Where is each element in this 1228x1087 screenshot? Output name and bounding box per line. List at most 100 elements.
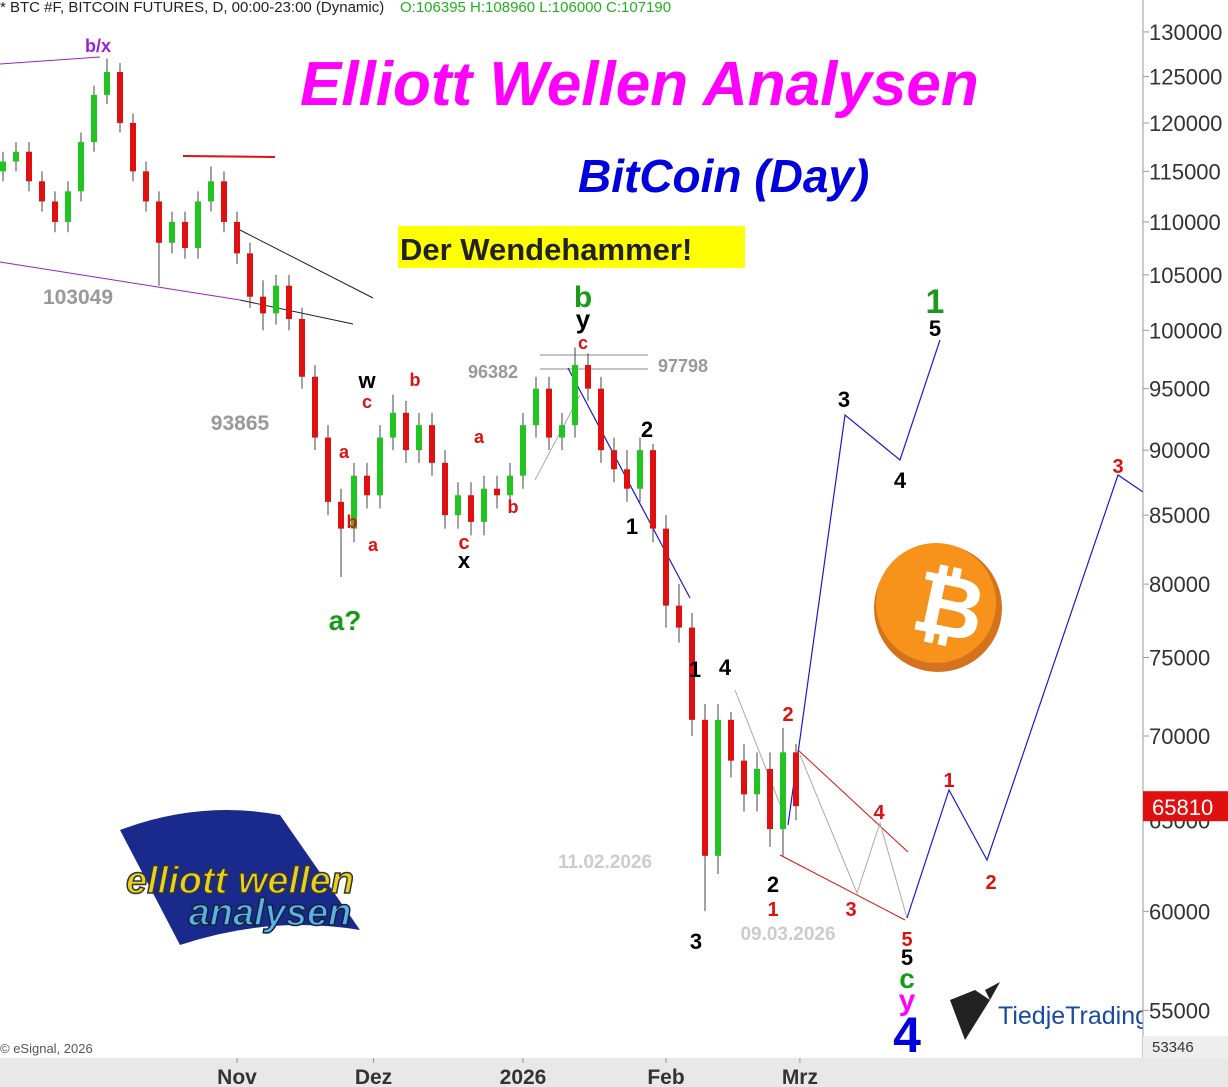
gray-line <box>734 689 784 813</box>
wave-label: 2 <box>985 872 996 894</box>
candle-body <box>351 475 357 529</box>
y-tick-label: 75000 <box>1149 646 1210 671</box>
candle-body <box>663 528 669 606</box>
wave-label: b <box>574 281 592 314</box>
wave-label: 1 <box>767 899 778 921</box>
wave-label: 4 <box>893 1007 921 1063</box>
axis-min: 53346 <box>1152 1039 1194 1056</box>
candle-body <box>52 201 58 222</box>
x-tick-label: Feb <box>647 1066 684 1087</box>
candle-body <box>364 475 370 496</box>
headline-bg <box>398 226 745 268</box>
wave-label: 09.03.2026 <box>740 924 835 945</box>
wave-label: b <box>410 370 421 390</box>
candle-body <box>715 719 721 856</box>
candle-body <box>481 488 487 522</box>
candle-body <box>143 171 149 202</box>
candle-body <box>507 475 513 496</box>
wave-label: 93865 <box>211 412 270 435</box>
candle-body <box>208 181 214 202</box>
y-tick-label: 60000 <box>1149 899 1210 924</box>
wave-label: 5 <box>929 316 941 341</box>
trend-line <box>239 299 354 325</box>
last-price-label: 65810 <box>1152 795 1213 820</box>
wave-label: 2 <box>782 704 793 726</box>
wave-label: 4 <box>873 802 885 824</box>
candle-body <box>780 752 786 830</box>
wave-label: 4 <box>894 468 907 493</box>
wave-label: c <box>578 333 588 353</box>
candle-body <box>403 412 409 451</box>
candle-body <box>741 760 747 795</box>
candle-body <box>728 719 734 761</box>
wedge-line <box>779 854 906 921</box>
candle-body <box>247 253 253 297</box>
bitcoin-logo: ₿ <box>874 543 1002 672</box>
trend-line <box>0 261 241 301</box>
candle-body <box>260 296 266 314</box>
y-tick-label: 95000 <box>1149 377 1210 402</box>
logo-mark <box>950 982 1000 1040</box>
candle-body <box>325 437 331 502</box>
drawings <box>0 56 1144 921</box>
last-price-tag <box>1143 791 1228 822</box>
wave-label: 4 <box>719 655 732 680</box>
logo-flag <box>120 810 360 945</box>
chart-title: Elliott Wellen Analysen <box>300 50 979 119</box>
candle-body <box>221 181 227 222</box>
candle-body <box>182 221 188 249</box>
candle-body <box>689 627 695 720</box>
candle-body <box>559 425 565 438</box>
y-tick-label: 115000 <box>1149 159 1221 184</box>
wave-label: 3 <box>690 929 702 954</box>
header-ohlc: O:106395 H:108960 L:106000 C:107190 <box>400 0 671 16</box>
time-axis-bg <box>0 1058 1228 1087</box>
candle-body <box>286 285 292 320</box>
candle-body <box>234 221 240 254</box>
x-tick-label: 2026 <box>500 1066 547 1087</box>
candle-body <box>416 425 422 451</box>
forecast-path <box>787 339 941 826</box>
candle-body <box>130 122 136 172</box>
wave-label: b <box>347 512 358 532</box>
candle-body <box>754 768 760 795</box>
candle-body <box>572 364 578 426</box>
time-axis: Nov Dez 2026 Feb Mrz <box>217 1058 818 1087</box>
wave-label: c <box>899 963 915 994</box>
candle-body <box>377 437 383 496</box>
candle-body <box>65 191 71 222</box>
wave-label: a <box>339 442 350 462</box>
candles <box>0 58 799 912</box>
wave-label: 1 <box>689 657 701 682</box>
logo-text: elliott wellen <box>126 860 354 902</box>
candle-body <box>676 605 682 628</box>
resistance-line <box>182 155 276 158</box>
wave-label: 2 <box>767 872 779 897</box>
candle-body <box>26 151 32 182</box>
candle-body <box>299 319 305 377</box>
wave-label: y <box>899 984 916 1017</box>
axis-min-bg <box>1143 1036 1228 1058</box>
logo-text: analysen <box>189 892 352 934</box>
wave-label: 3 <box>838 387 850 412</box>
wave-label: 96382 <box>468 362 518 382</box>
candle-body <box>546 388 552 438</box>
wave-label: 1 <box>626 514 638 539</box>
wave-label: 5 <box>901 945 913 970</box>
candle-body <box>468 495 474 522</box>
y-tick-label: 70000 <box>1149 724 1210 749</box>
y-tick-label: 100000 <box>1149 318 1222 343</box>
y-tick-label: 55000 <box>1149 998 1210 1023</box>
candle-body <box>273 285 279 314</box>
candle-body <box>650 450 656 529</box>
y-tick-label: 130000 <box>1149 20 1222 45</box>
candle-body <box>793 752 799 807</box>
wave-label: 3 <box>845 899 856 921</box>
candle-body <box>156 201 162 243</box>
source: © eSignal, 2026 <box>0 1041 93 1056</box>
wave-label: w <box>357 368 376 393</box>
y-tick-label: 90000 <box>1149 438 1210 463</box>
candle-body <box>78 142 84 192</box>
